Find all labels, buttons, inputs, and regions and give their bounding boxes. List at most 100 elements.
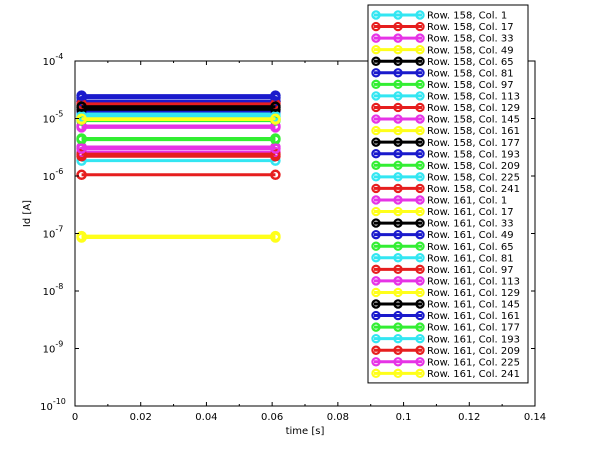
legend-swatch-marker [393,229,403,240]
legend-swatch-marker [371,137,381,147]
legend-label: Row. 161, Col. 97 [427,265,514,276]
legend-swatch-marker [415,299,425,309]
y-tick-base: 10 [43,57,56,68]
legend-swatch-marker [371,33,381,43]
legend-swatch-marker [415,195,425,205]
x-tick-label: 0.14 [524,412,546,423]
x-tick-label: 0.06 [261,412,283,423]
y-tick-base: 10 [40,402,53,413]
y-tick-base: 10 [43,230,56,241]
legend-swatch-marker [393,218,403,228]
legend-swatch-marker [371,56,381,66]
y-tick-label: 10-5 [43,110,64,126]
legend-label: Row. 161, Col. 209 [427,346,520,357]
legend-swatch-marker [393,253,403,263]
legend-label: Row. 161, Col. 113 [427,276,520,287]
legend-swatch-marker [415,68,425,78]
legend-swatch-marker [393,345,403,355]
legend-entry: Row. 158, Col. 161 [371,125,520,137]
legend-label: Row. 161, Col. 33 [427,219,514,230]
legend-swatch-marker [371,357,381,367]
y-tick-exponent: -4 [55,52,63,61]
series-marker [76,232,87,243]
legend-swatch-marker [393,21,403,32]
series-31 [76,143,281,154]
legend-swatch-marker [393,299,403,309]
series-marker [76,90,87,101]
legend-label: Row. 158, Col. 177 [427,138,520,149]
legend-swatch-marker [393,114,403,124]
series-26 [76,101,281,113]
x-tick-label: 0 [72,412,78,423]
legend-swatch-marker [393,333,403,344]
legend-swatch-marker [393,195,403,205]
legend-label: Row. 158, Col. 1 [427,11,507,22]
y-tick-base: 10 [43,115,56,126]
legend-swatch-marker [415,91,425,101]
legend-swatch-marker [393,102,403,113]
legend-swatch-marker [393,276,403,286]
legend-swatch-marker [415,56,425,66]
legend-swatch-marker [371,345,381,355]
legend-swatch-marker [393,137,403,147]
legend-swatch-marker [371,287,381,298]
legend-swatch-marker [415,10,425,20]
legend-swatch-marker [393,368,403,379]
y-tick-exponent: -9 [55,340,63,349]
legend-swatch-marker [415,345,425,355]
y-tick-label: 10-9 [43,340,64,356]
legend-label: Row. 158, Col. 49 [427,45,514,56]
legend-label: Row. 161, Col. 161 [427,311,520,322]
legend-swatch-marker [371,241,381,251]
legend-swatch-marker [371,91,381,101]
legend-swatch-marker [415,276,425,286]
series-marker [76,169,87,181]
legend-swatch-marker [371,160,381,170]
legend-label: Row. 158, Col. 193 [427,149,520,160]
legend-swatch-marker [371,21,381,32]
legend-label: Row. 161, Col. 193 [427,334,520,345]
legend-swatch-marker [371,68,381,78]
legend-swatch-marker [415,357,425,367]
legend-entry: Row. 158, Col. 33 [371,33,514,45]
y-tick-base: 10 [43,287,56,298]
y-tick-exponent: -8 [55,282,63,291]
legend-swatch-marker [415,310,425,321]
series-marker [76,143,87,154]
legend-swatch-marker [393,44,403,55]
legend-label: Row. 161, Col. 177 [427,323,520,334]
y-tick-label: 10-7 [43,225,64,241]
legend-label: Row. 161, Col. 65 [427,242,514,253]
legend-swatch-marker [393,357,403,367]
legend-swatch-marker [393,287,403,298]
legend-label: Row. 158, Col. 17 [427,22,514,33]
legend-label: Row. 158, Col. 97 [427,80,514,91]
legend-entry: Row. 161, Col. 113 [371,276,520,287]
legend-swatch-marker [371,299,381,309]
series-marker [270,90,281,101]
legend-swatch-marker [415,264,425,275]
legend-swatch-marker [393,125,403,136]
legend-entry: Row. 161, Col. 81 [371,253,514,264]
legend-swatch-marker [415,206,425,217]
legend-entry: Row. 161, Col. 193 [371,333,520,345]
legend-swatch-marker [371,195,381,205]
legend-entry: Row. 158, Col. 97 [371,79,514,91]
x-tick-label: 0.1 [396,412,412,423]
legend-swatch-marker [371,125,381,136]
legend-entry: Row. 158, Col. 81 [371,68,514,79]
legend-entry: Row. 158, Col. 113 [371,91,520,103]
legend-swatch-marker [371,10,381,20]
legend-swatch-marker [371,322,381,332]
series-marker [76,101,87,113]
legend-swatch-marker [393,310,403,321]
legend-swatch-marker [393,160,403,170]
legend-swatch-marker [415,241,425,251]
series-marker [270,113,281,125]
legend-box [367,4,529,384]
series-1 [76,155,281,166]
y-tick-label: 10-8 [43,282,64,298]
legend-entry: Row. 158, Col. 49 [371,44,514,56]
legend-swatch-marker [415,21,425,32]
legend-entry: Row. 161, Col. 225 [371,357,520,368]
